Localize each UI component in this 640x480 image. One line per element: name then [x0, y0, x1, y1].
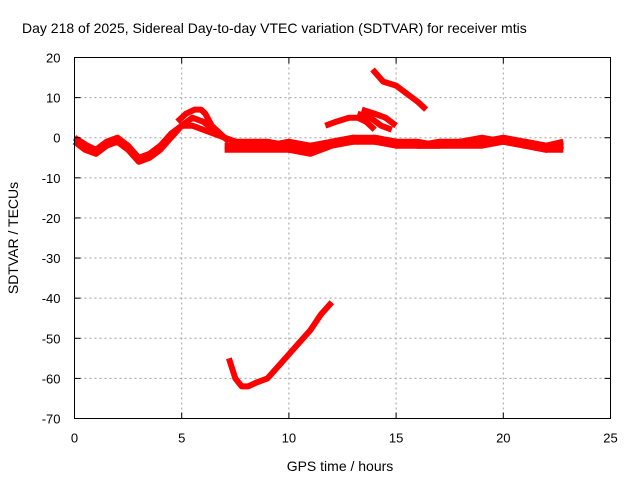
- plot-frame: [74, 57, 611, 419]
- y-axis-title: SDTVAR / TECUs: [5, 182, 21, 294]
- y-tick-label: -30: [42, 251, 61, 266]
- series-line-track-upper-tail: [370, 67, 429, 112]
- series-line-track-band-2: [224, 138, 564, 157]
- y-tick-label: 20: [46, 51, 60, 66]
- grid: [74, 57, 611, 419]
- y-tick-label: -10: [42, 171, 61, 186]
- series-line-track-mid-arc-3: [356, 110, 393, 133]
- chart-title: Day 218 of 2025, Sidereal Day-to-day VTE…: [22, 20, 527, 36]
- series-line-track-low-arc: [226, 300, 335, 390]
- x-tick-label: 25: [603, 431, 617, 446]
- series-group: [72, 67, 564, 390]
- tick-labels: 0 5 10 15 20 25 20 10 0 -10 -20 -30 -40 -50 -60 -70: [42, 51, 618, 446]
- x-tick-label: 20: [496, 431, 510, 446]
- y-tick-label: -40: [42, 291, 61, 306]
- x-tick-label: 5: [178, 431, 185, 446]
- series-line-track-mid-arc-2: [360, 106, 398, 129]
- x-axis-title: GPS time / hours: [287, 458, 394, 474]
- series-line-track-mid-arc-1: [324, 114, 377, 132]
- y-tick-label: -50: [42, 331, 61, 346]
- x-tick-label: 0: [71, 431, 78, 446]
- series-line-track-bump: [175, 106, 231, 144]
- y-tick-label: -60: [42, 371, 61, 386]
- axis-ticks: [74, 57, 611, 419]
- y-tick-label: -70: [42, 412, 61, 427]
- x-tick-label: 15: [389, 431, 403, 446]
- y-tick-label: 0: [53, 131, 60, 146]
- x-tick-label: 10: [282, 431, 296, 446]
- y-tick-label: 10: [46, 91, 60, 106]
- y-tick-label: -20: [42, 211, 61, 226]
